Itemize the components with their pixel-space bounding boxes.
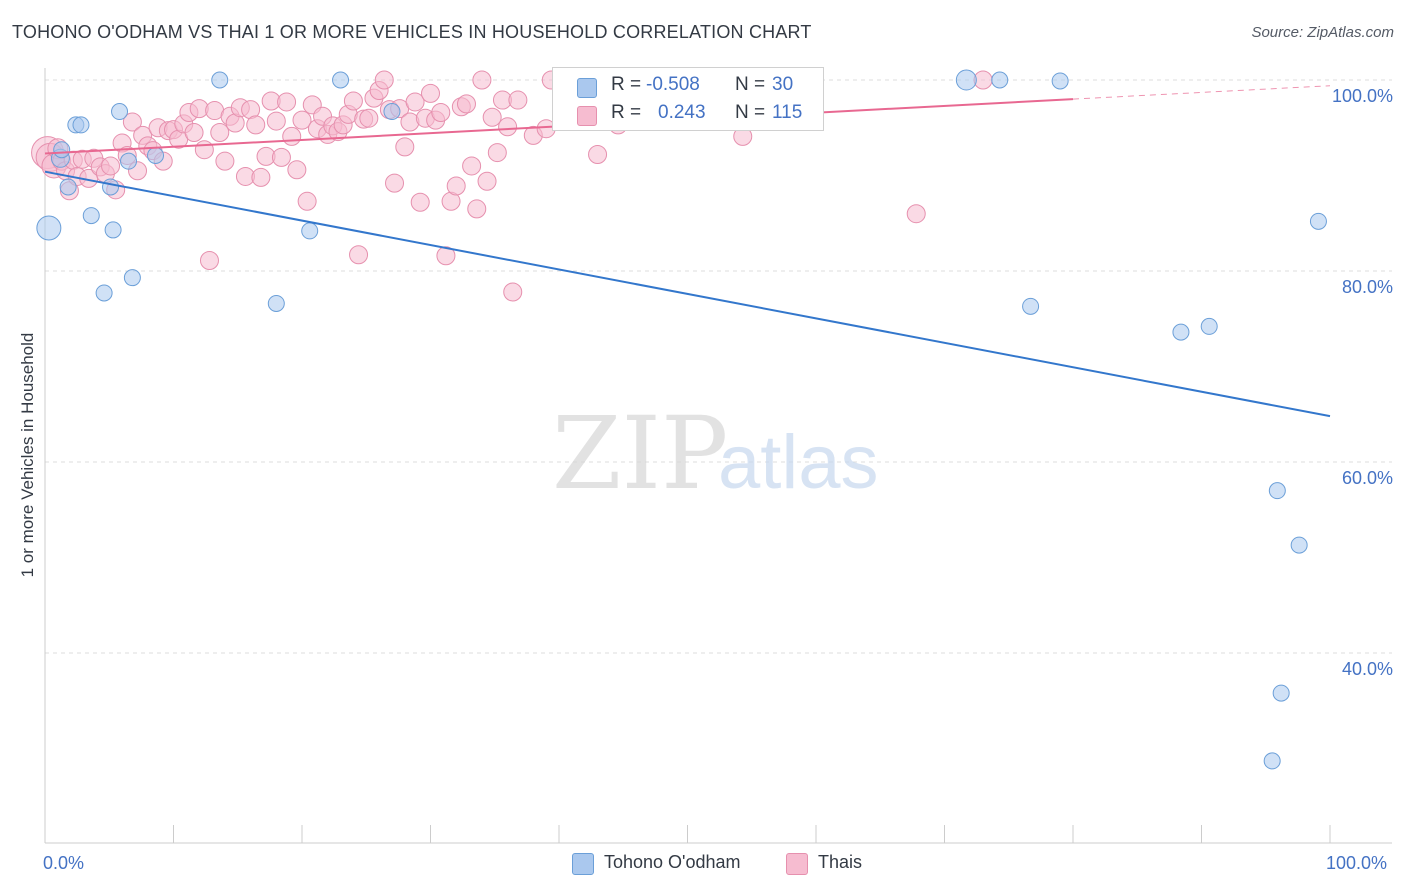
y-axis-label: 1 or more Vehicles in Household: [18, 332, 37, 578]
point-thais: [498, 117, 518, 137]
point-thais: [199, 250, 219, 270]
correlation-legend: R = -0.508 N = 30 R = 0.243 N = 115: [552, 67, 824, 131]
point-thais: [472, 70, 492, 90]
point-thais: [588, 144, 608, 164]
point-thais: [456, 94, 476, 114]
legend-n-value: 115: [772, 102, 803, 123]
point-tohono: [123, 269, 141, 287]
y-tick-label: 100.0%: [1331, 86, 1393, 106]
legend-swatch-pink: [786, 853, 808, 875]
x-tick-label-max: 100.0%: [1326, 853, 1388, 873]
point-thais: [477, 171, 497, 191]
trendline-thais-extension: [1072, 85, 1331, 100]
point-tohono: [1272, 684, 1290, 702]
point-tohono: [1268, 482, 1286, 500]
point-thais: [266, 111, 286, 131]
legend-swatch-blue: [577, 78, 597, 98]
point-tohono: [1309, 212, 1327, 230]
point-tohono: [120, 152, 138, 170]
legend-n-label: N =: [735, 102, 766, 123]
legend-r-label: R =: [611, 74, 642, 95]
point-thais: [385, 173, 405, 193]
legend-swatch-blue: [572, 853, 594, 875]
point-tohono: [95, 284, 113, 302]
chart-title: TOHONO O'ODHAM VS THAI 1 OR MORE VEHICLE…: [12, 22, 812, 42]
y-tick-label: 80.0%: [1341, 277, 1393, 297]
point-tohono: [72, 116, 90, 134]
point-thais: [292, 110, 312, 130]
point-tohono: [1172, 323, 1190, 341]
point-tohono: [111, 103, 129, 121]
point-tohono: [955, 69, 977, 91]
legend-r-value: 0.243: [658, 102, 706, 123]
point-thais: [405, 92, 425, 112]
point-tohono: [82, 207, 100, 225]
point-thais: [287, 160, 307, 180]
point-tohono: [332, 71, 350, 89]
point-thais: [421, 83, 440, 103]
point-thais: [462, 156, 482, 176]
point-tohono: [383, 103, 401, 121]
watermark-zip: ZIP: [552, 395, 728, 512]
point-thais: [343, 91, 363, 111]
point-tohono: [1022, 297, 1040, 315]
y-tick-label: 40.0%: [1341, 659, 1393, 679]
point-thais: [271, 147, 291, 167]
point-thais: [210, 123, 230, 143]
point-thais: [297, 191, 317, 211]
point-thais: [446, 176, 466, 196]
point-thais: [906, 204, 926, 224]
y-tick-label: 60.0%: [1341, 468, 1393, 488]
point-thais: [431, 102, 451, 122]
point-thais: [436, 246, 456, 266]
x-tick-label-min: 0.0%: [43, 853, 85, 873]
point-thais: [277, 92, 297, 112]
point-tohono: [53, 141, 71, 159]
legend-row-thais: R = 0.243 N = 115: [553, 102, 823, 130]
point-thais: [410, 192, 430, 212]
point-thais: [482, 107, 502, 127]
point-tohono: [1200, 317, 1218, 335]
point-thais: [508, 90, 528, 110]
trendline-tohono: [44, 170, 1331, 418]
point-thais: [246, 115, 266, 135]
point-tohono: [59, 178, 77, 196]
point-thais: [374, 70, 394, 90]
legend-item-label: Tohono O'odham: [604, 852, 741, 872]
point-thais: [467, 199, 487, 219]
point-thais: [282, 126, 302, 146]
point-tohono: [301, 222, 319, 240]
legend-n-value: 30: [772, 74, 794, 95]
source-label: Source: ZipAtlas.com: [1251, 24, 1394, 41]
point-tohono: [991, 71, 1009, 89]
point-tohono: [1263, 752, 1281, 770]
point-tohono: [1290, 536, 1308, 554]
point-tohono: [104, 221, 122, 239]
watermark-atlas: atlas: [718, 420, 879, 505]
point-thais: [184, 123, 204, 143]
point-thais: [503, 282, 523, 302]
legend-r-value: -0.508: [646, 74, 700, 95]
point-thais: [215, 151, 235, 171]
point-thais: [359, 108, 379, 128]
legend-item-label: Thais: [818, 852, 863, 872]
legend-swatch-pink: [577, 106, 597, 126]
point-tohono: [36, 215, 62, 241]
point-thais: [101, 156, 121, 176]
legend-r-label: R =: [611, 102, 642, 123]
point-thais: [122, 112, 142, 132]
point-tohono: [147, 146, 165, 164]
point-tohono: [102, 178, 120, 196]
point-thais: [251, 167, 271, 187]
point-tohono: [211, 71, 229, 89]
point-thais: [194, 140, 214, 160]
point-thais: [487, 143, 507, 163]
point-thais: [395, 137, 415, 157]
point-tohono: [267, 294, 285, 312]
point-tohono: [1051, 72, 1069, 90]
legend-row-tohono: R = -0.508 N = 30: [553, 74, 823, 102]
point-thais: [349, 245, 369, 265]
legend-n-label: N =: [735, 74, 766, 95]
